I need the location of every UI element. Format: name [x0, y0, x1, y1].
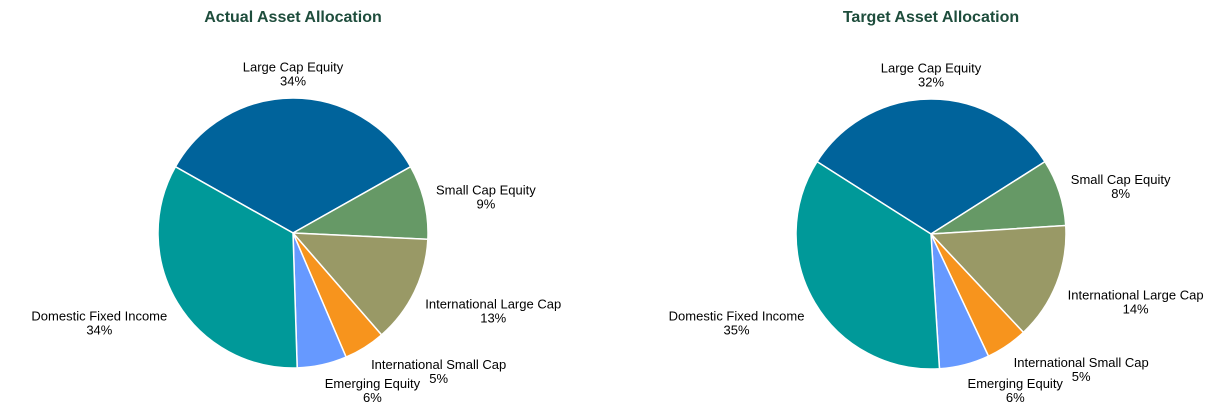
- slice-value-label: 9%: [476, 196, 495, 211]
- slice-label: Emerging Equity: [325, 376, 421, 391]
- chart-title: Actual Asset Allocation: [204, 9, 382, 26]
- slice-label: Domestic Fixed Income: [31, 309, 167, 324]
- slice-value-label: 6%: [363, 390, 382, 405]
- slice-label: Large Cap Equity: [881, 60, 982, 75]
- slice-label: International Large Cap: [1068, 288, 1204, 303]
- slice-value-label: 14%: [1123, 302, 1149, 317]
- slice-value-label: 5%: [429, 371, 448, 386]
- pie-slice: [815, 98, 1047, 235]
- slice-label: Large Cap Equity: [243, 59, 344, 74]
- chart-title: Target Asset Allocation: [843, 9, 1019, 26]
- slice-value-label: 6%: [1006, 390, 1025, 405]
- pie-slice: [795, 160, 941, 370]
- slice-label: Emerging Equity: [968, 376, 1064, 391]
- slice-label: Small Cap Equity: [436, 182, 536, 197]
- pie-slice: [929, 224, 1067, 334]
- slice-value-label: 32%: [918, 74, 944, 89]
- slice-label: International Small Cap: [1014, 355, 1149, 370]
- slice-value-label: 5%: [1072, 369, 1091, 384]
- slice-label: International Small Cap: [371, 357, 506, 372]
- slice-label: Small Cap Equity: [1071, 172, 1171, 187]
- pie-slice: [157, 165, 298, 369]
- slice-label: Domestic Fixed Income: [669, 308, 805, 323]
- slice-value-label: 13%: [480, 311, 506, 326]
- slice-value-label: 34%: [280, 73, 306, 88]
- slice-value-label: 34%: [86, 323, 112, 338]
- pie-slice: [291, 232, 429, 336]
- slice-value-label: 8%: [1111, 186, 1130, 201]
- slice-label: International Large Cap: [425, 297, 561, 312]
- slice-value-label: 35%: [724, 322, 750, 337]
